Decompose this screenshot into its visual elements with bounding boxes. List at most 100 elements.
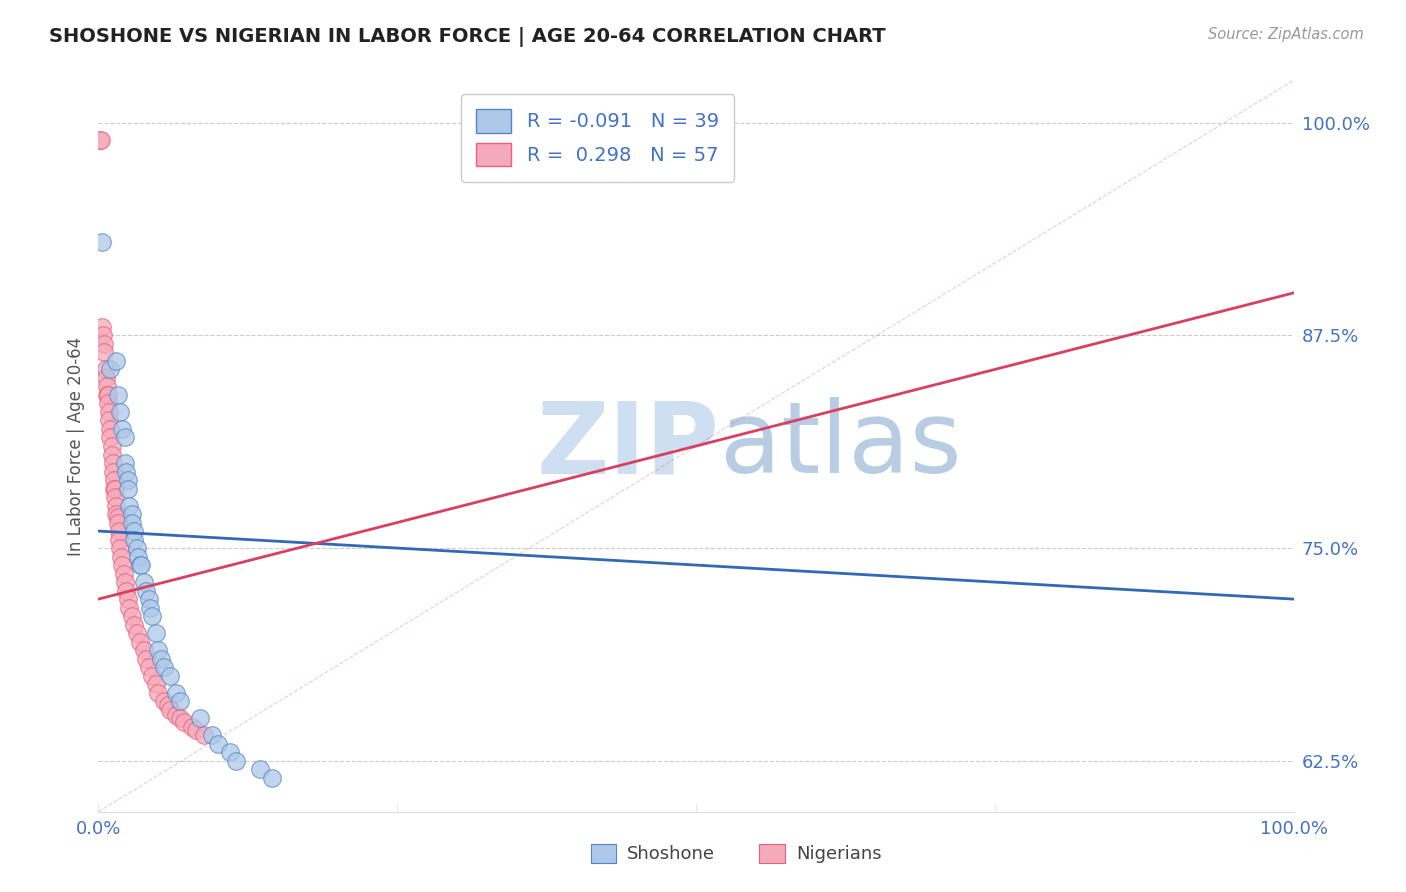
Nigerians <box>132 643 155 657</box>
Nigerians <box>125 626 148 640</box>
Shoshone <box>145 626 167 640</box>
Nigerians <box>104 490 127 504</box>
Nigerians <box>101 456 124 470</box>
Text: atlas: atlas <box>720 398 962 494</box>
Nigerians <box>148 686 170 700</box>
Shoshone <box>98 362 122 376</box>
Shoshone <box>117 473 139 487</box>
Shoshone <box>114 430 136 444</box>
Nigerians <box>193 728 215 742</box>
Nigerians <box>108 541 131 555</box>
Shoshone <box>201 728 224 742</box>
Shoshone <box>165 686 187 700</box>
Y-axis label: In Labor Force | Age 20-64: In Labor Force | Age 20-64 <box>66 336 84 556</box>
Nigerians <box>103 473 125 487</box>
Nigerians <box>94 371 117 385</box>
Nigerians <box>100 448 122 462</box>
Nigerians <box>118 600 141 615</box>
Shoshone <box>91 235 114 249</box>
Nigerians <box>141 668 163 682</box>
Nigerians <box>98 430 122 444</box>
Shoshone <box>249 762 271 776</box>
Text: Shoshone: Shoshone <box>627 845 716 863</box>
Nigerians <box>117 592 139 607</box>
Shoshone <box>121 516 143 530</box>
Nigerians <box>105 507 128 521</box>
Shoshone <box>188 711 211 725</box>
Shoshone <box>149 651 172 665</box>
Shoshone <box>129 558 152 572</box>
Nigerians <box>90 133 112 147</box>
Nigerians <box>104 482 127 496</box>
Nigerians <box>173 714 195 729</box>
Text: Source: ZipAtlas.com: Source: ZipAtlas.com <box>1208 27 1364 42</box>
Shoshone <box>108 405 131 419</box>
Shoshone <box>107 388 129 402</box>
Nigerians <box>107 510 129 524</box>
Shoshone <box>219 745 242 759</box>
Nigerians <box>93 345 115 359</box>
Nigerians <box>98 413 121 427</box>
Text: ZIP: ZIP <box>537 398 720 494</box>
Nigerians <box>153 694 176 708</box>
Shoshone <box>118 499 141 513</box>
Nigerians <box>114 575 136 590</box>
Nigerians <box>112 566 135 581</box>
Shoshone <box>115 465 138 479</box>
Shoshone <box>105 354 128 368</box>
Shoshone <box>117 482 139 496</box>
Shoshone <box>124 524 146 538</box>
Nigerians <box>91 328 114 343</box>
Nigerians <box>138 660 160 674</box>
Nigerians <box>103 482 125 496</box>
Nigerians <box>89 133 111 147</box>
Shoshone <box>159 668 181 682</box>
Shoshone <box>260 771 283 785</box>
Nigerians <box>159 703 181 717</box>
Shoshone <box>121 507 143 521</box>
Text: SHOSHONE VS NIGERIAN IN LABOR FORCE | AGE 20-64 CORRELATION CHART: SHOSHONE VS NIGERIAN IN LABOR FORCE | AG… <box>49 27 886 46</box>
Nigerians <box>96 388 118 402</box>
Nigerians <box>98 405 121 419</box>
Nigerians <box>96 379 118 393</box>
Shoshone <box>148 643 170 657</box>
Nigerians <box>98 422 122 436</box>
Shoshone <box>153 660 176 674</box>
Shoshone <box>141 609 163 624</box>
Nigerians <box>93 337 115 351</box>
Nigerians <box>124 617 146 632</box>
Nigerians <box>156 698 179 712</box>
Nigerians <box>129 634 152 648</box>
Nigerians <box>180 720 202 734</box>
Shoshone <box>132 575 155 590</box>
Shoshone <box>127 549 149 564</box>
Nigerians <box>121 609 143 624</box>
Shoshone <box>207 737 229 751</box>
Nigerians <box>135 651 157 665</box>
Nigerians <box>105 499 128 513</box>
Nigerians <box>97 396 120 410</box>
Shoshone <box>169 694 191 708</box>
Nigerians <box>165 707 187 722</box>
Shoshone <box>114 456 136 470</box>
Nigerians <box>107 524 129 538</box>
Nigerians <box>94 362 117 376</box>
Nigerians <box>97 388 120 402</box>
Shoshone <box>138 592 160 607</box>
Shoshone <box>131 558 153 572</box>
Nigerians <box>115 583 138 598</box>
Nigerians <box>110 549 132 564</box>
Nigerians <box>111 558 134 572</box>
Shoshone <box>111 422 134 436</box>
Shoshone <box>135 583 157 598</box>
Nigerians <box>107 533 129 547</box>
Shoshone <box>139 600 162 615</box>
Nigerians <box>186 723 208 737</box>
Nigerians <box>91 320 114 334</box>
Nigerians <box>101 465 124 479</box>
Nigerians <box>107 516 129 530</box>
Shoshone <box>125 541 148 555</box>
Nigerians <box>169 711 191 725</box>
Shoshone <box>225 754 247 768</box>
Legend: R = -0.091   N = 39, R =  0.298   N = 57: R = -0.091 N = 39, R = 0.298 N = 57 <box>461 94 734 182</box>
